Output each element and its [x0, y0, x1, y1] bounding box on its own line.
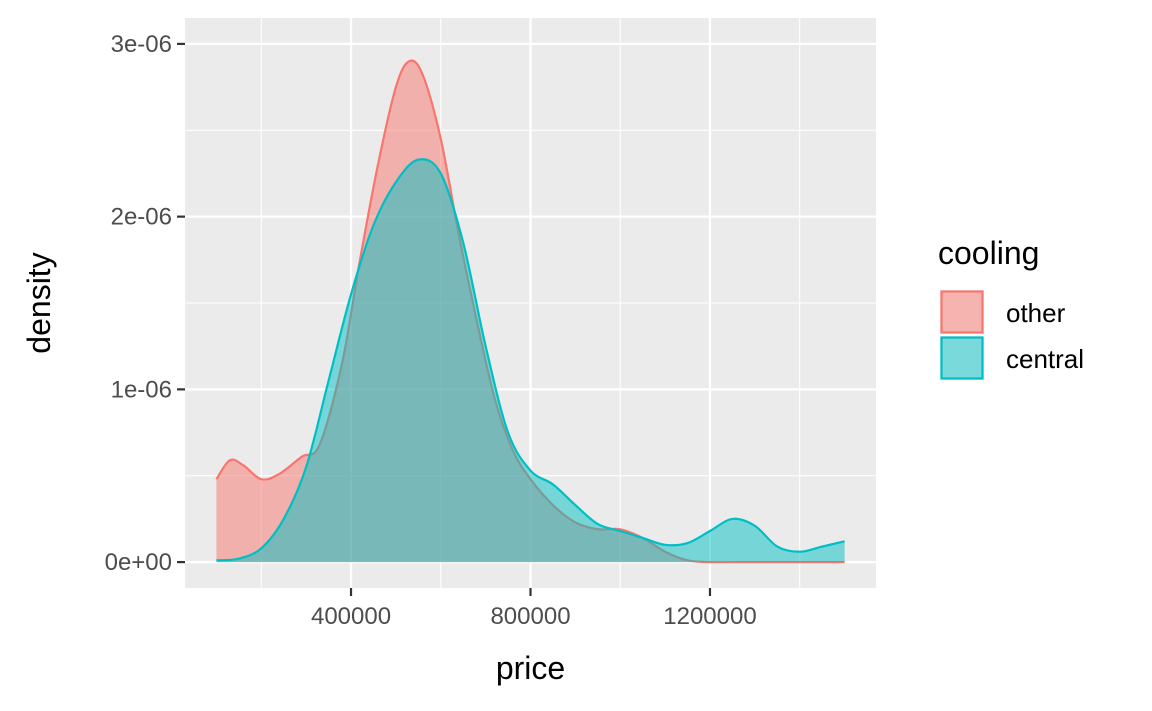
legend-label-central: central — [1006, 344, 1084, 374]
legend: cooling other central — [938, 235, 1084, 380]
x-tick-label: 800000 — [490, 603, 570, 630]
density-area-central — [216, 159, 845, 563]
x-axis: 400000 800000 1200000 — [311, 588, 757, 630]
x-axis-title: price — [496, 650, 565, 686]
y-tick-label: 3e-06 — [111, 31, 172, 58]
y-axis-title: density — [21, 252, 57, 353]
y-tick-label: 2e-06 — [111, 204, 172, 231]
x-tick-label: 400000 — [311, 603, 391, 630]
legend-label-other: other — [1006, 298, 1066, 328]
y-tick-label: 0e+00 — [105, 549, 172, 576]
legend-swatch-other — [940, 290, 984, 334]
series-layer — [215, 59, 845, 564]
legend-title: cooling — [938, 235, 1039, 271]
y-tick-label: 1e-06 — [111, 376, 172, 403]
x-tick-label: 1200000 — [663, 603, 756, 630]
legend-swatch-central — [940, 336, 984, 380]
y-axis: 0e+00 1e-06 2e-06 3e-06 — [105, 31, 185, 576]
density-line-central — [216, 158, 845, 562]
legend-keys: other central — [940, 290, 1084, 380]
